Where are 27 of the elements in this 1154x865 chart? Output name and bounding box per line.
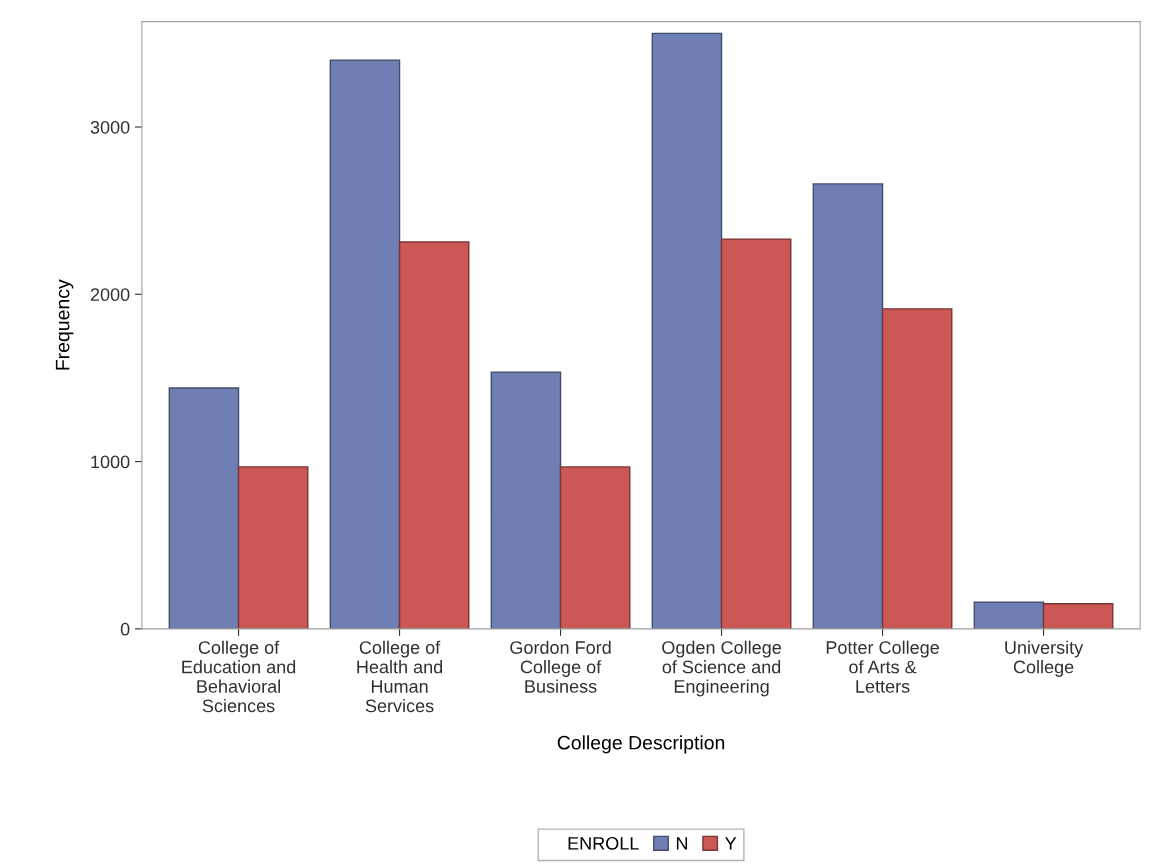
bar [490, 371, 562, 629]
x-tick-label: Gordon Ford College of Business [510, 640, 611, 693]
bar [168, 387, 240, 629]
bar [973, 601, 1045, 629]
x-tick-label: College of Health and Human Services [357, 640, 443, 713]
bar [881, 308, 953, 629]
y-tick-label: 0 [120, 622, 130, 636]
bar [559, 466, 631, 629]
bar [720, 238, 792, 629]
y-tick-label: 1000 [91, 455, 130, 469]
legend-title: ENROLL [568, 836, 639, 850]
legend-label: N [676, 837, 688, 850]
bar [398, 241, 470, 629]
bar [651, 32, 723, 629]
bar [237, 466, 309, 629]
bar [812, 183, 884, 629]
x-tick-label: University College [1005, 640, 1084, 677]
x-tick-label: Ogden College of Science and Engineering [662, 640, 781, 697]
legend-label: Y [725, 837, 737, 850]
x-tick-label: Potter College of Arts & Letters [826, 640, 939, 693]
bar [329, 59, 401, 629]
y-tick-label: 2000 [90, 288, 130, 302]
bar [1042, 603, 1114, 629]
y-axis-title: Frequency [55, 279, 74, 370]
y-tick-label: 3000 [90, 120, 130, 134]
x-axis-title: College Description [557, 735, 725, 754]
x-tick-label: College of Education and Behavioral Sciences [182, 640, 296, 713]
